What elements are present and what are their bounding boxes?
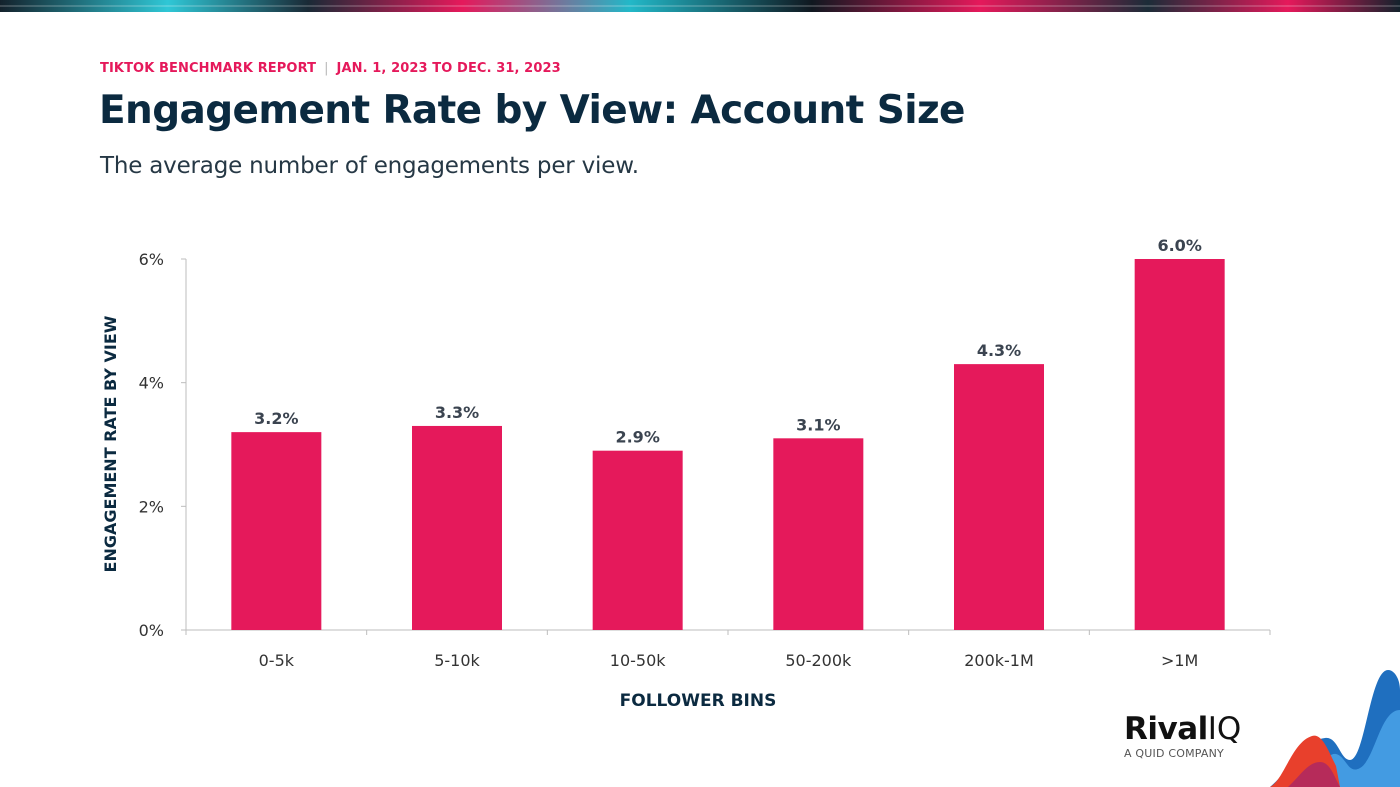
data-label: 4.3%	[977, 341, 1021, 360]
x-category-label: 5-10k	[434, 651, 480, 670]
bar	[412, 425, 502, 630]
bar	[231, 432, 322, 630]
data-label: 3.3%	[435, 403, 479, 422]
x-category-label: 50-200k	[785, 651, 852, 670]
page-title: Engagement Rate by View: Account Size	[99, 88, 966, 133]
logo-tagline: A QUID COMPANY	[1124, 747, 1224, 760]
data-label: 2.9%	[615, 428, 659, 447]
bar	[773, 438, 864, 630]
y-tick-label: 2%	[139, 497, 164, 516]
eyebrow-separator: |	[324, 61, 329, 76]
top-decorative-band	[0, 0, 1400, 12]
data-label: 3.2%	[254, 409, 298, 428]
eyebrow-date-range: JAN. 1, 2023 TO DEC. 31, 2023	[336, 61, 561, 76]
logo-brand-first: Rival	[1124, 711, 1208, 747]
bar	[1134, 259, 1225, 630]
logo-wordmark: RivalIQ	[1124, 712, 1284, 746]
y-tick-label: 4%	[139, 374, 164, 393]
bar	[954, 364, 1044, 630]
report-eyebrow: TIKTOK BENCHMARK REPORT | JAN. 1, 2023 TO …	[100, 61, 561, 76]
x-category-label: 10-50k	[610, 651, 666, 670]
eyebrow-report-name: TIKTOK BENCHMARK REPORT	[100, 61, 317, 76]
x-axis-title: FOLLOWER BINS	[620, 691, 777, 711]
logo-brand-second: IQ	[1207, 711, 1242, 747]
corner-wave-graphic	[1270, 670, 1400, 787]
data-label: 6.0%	[1157, 236, 1201, 255]
x-category-label: >1M	[1161, 651, 1198, 670]
data-label: 3.1%	[796, 415, 840, 434]
x-category-label: 200k-1M	[964, 651, 1034, 670]
x-category-label: 0-5k	[259, 651, 295, 670]
rival-iq-logo: RivalIQ A QUID COMPANY	[1124, 712, 1284, 768]
y-tick-label: 0%	[139, 621, 164, 640]
y-tick-label: 6%	[139, 250, 164, 269]
bar	[592, 450, 683, 630]
y-axis-title: ENGAGEMENT RATE BY VIEW	[101, 315, 120, 572]
page-subtitle: The average number of engagements per vi…	[100, 153, 639, 179]
